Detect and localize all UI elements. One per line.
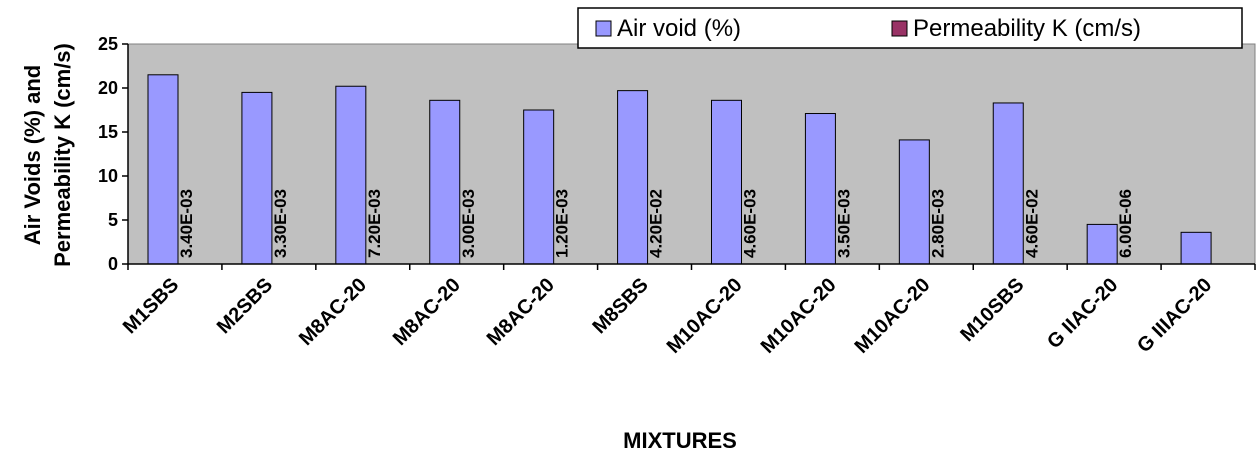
bar-air-void: [523, 109, 555, 265]
x-category-label: G IIAC-20: [1043, 274, 1122, 353]
permeability-data-label: 3.00E-03: [459, 189, 478, 258]
y-tick-label: 5: [108, 210, 118, 230]
x-axis-title: MIXTURES: [623, 428, 737, 453]
x-category-label: M10SBS: [956, 274, 1028, 346]
x-category-label: M10AC-20: [757, 274, 841, 358]
bar-air-void: [992, 102, 1024, 265]
y-tick-label: 20: [98, 78, 118, 98]
legend-swatch-permeability: [891, 20, 908, 37]
plot-area: [127, 43, 1256, 265]
legend-label-air-void: Air void (%): [617, 15, 741, 42]
y-tick-label: 10: [98, 166, 118, 186]
x-category-label: M8AC-20: [389, 274, 465, 350]
y-tick-label: 25: [98, 34, 118, 54]
x-category-label: M1SBS: [119, 274, 183, 338]
bar-air-void: [711, 99, 742, 265]
y-tick-label: 15: [98, 122, 118, 142]
permeability-data-label: 7.20E-03: [365, 189, 384, 258]
x-category-label: M10AC-20: [663, 274, 747, 358]
permeability-data-label: 4.60E-02: [1022, 189, 1041, 258]
permeability-data-label: 4.20E-02: [647, 189, 666, 258]
bar-air-void: [241, 91, 273, 265]
bars: [147, 74, 1212, 265]
permeability-data-label: 3.40E-03: [177, 189, 196, 258]
permeability-data-label: 1.20E-03: [553, 189, 572, 258]
x-category-label: M8AC-20: [483, 274, 559, 350]
y-axis-title-line-1: Air Voids (%) and: [20, 65, 45, 246]
y-tick-label: 0: [108, 254, 118, 274]
bar-air-void: [617, 90, 649, 265]
x-category-label: M2SBS: [213, 274, 277, 338]
legend-box: [577, 7, 1243, 49]
data-labels: 3.40E-03 3.30E-03 7.20E-03 3.00E-03 1.20E-03…: [177, 189, 1135, 258]
permeability-data-label: 2.80E-03: [928, 189, 947, 258]
x-category-label: G IIIAC-20: [1133, 274, 1216, 357]
permeability-data-label: 3.30E-03: [271, 189, 290, 258]
legend: Air void (%) Permeability K (cm/s): [577, 7, 1243, 49]
permeability-data-label: 4.60E-03: [741, 189, 760, 258]
y-axis-title-line-2: Permeability K (cm/s): [50, 43, 75, 267]
bar-air-void: [804, 113, 836, 265]
x-axis: M1SBS M2SBS M8AC-20 M8AC-20 M8AC-20 M8SBS M10A…: [119, 263, 1256, 358]
legend-swatch-air-void: [595, 20, 612, 37]
bar-air-void: [429, 99, 461, 265]
bar-air-void: [1180, 231, 1212, 265]
permeability-data-label: 6.00E-06: [1116, 189, 1135, 258]
bar-air-void: [1086, 223, 1118, 265]
bar-air-void: [335, 85, 367, 265]
bar-air-void: [147, 74, 179, 265]
x-category-label: M10AC-20: [851, 274, 935, 358]
legend-label-permeability: Permeability K (cm/s): [913, 15, 1141, 42]
permeability-data-label: 3.50E-03: [834, 189, 853, 258]
y-axis: 0 5 10 15 20 25: [98, 34, 129, 274]
x-category-label: M8AC-20: [295, 274, 371, 350]
x-category-label: M8SBS: [588, 274, 652, 338]
bar-air-void: [898, 139, 930, 265]
